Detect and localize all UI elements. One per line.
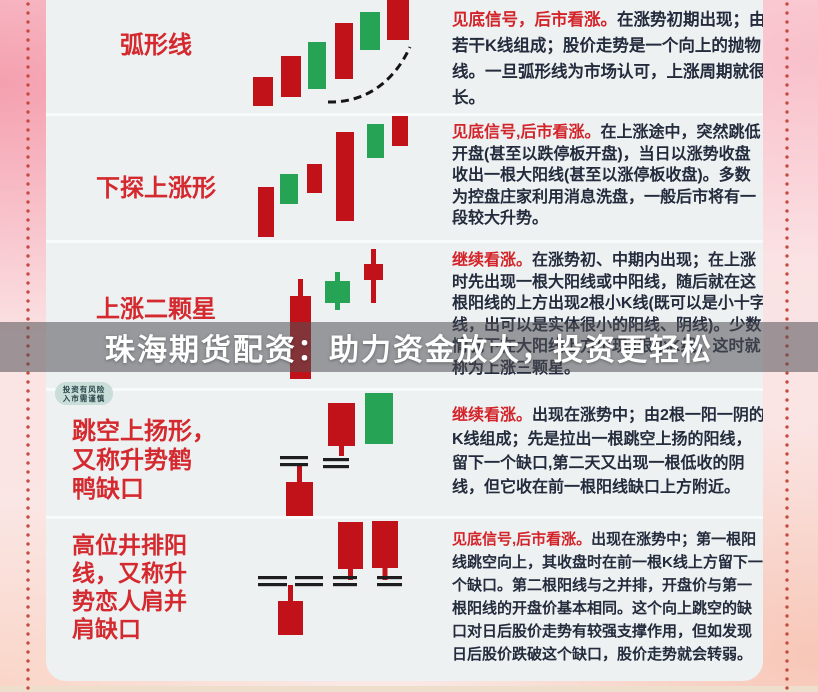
- pattern-description: 见底信号,后市看涨。出现在涨势中；第一根阳线跳空向上，其收盘时在前一根K线上方留…: [452, 528, 763, 666]
- pattern-name: 跳空上扬形， 又称升势鹤 鸭缺口: [72, 418, 216, 503]
- pattern-name: 弧形线: [120, 32, 192, 59]
- pattern-row-arc-line: 弧形线 见底信号，后市看涨。在涨势初期出现；由若干K线组成；股价走势是一个向上的…: [46, 0, 763, 113]
- pattern-name: 高位井排阳 线，又称升 势恋人肩并 肩缺口: [72, 532, 187, 642]
- signal-phrase: 继续看涨。: [452, 407, 533, 424]
- pattern-row-probe-rise: 下探上涨形 见底信号,后市看涨。在上涨途中，突然跳低开盘(甚至以跌停板开盘)，当…: [46, 113, 763, 240]
- pattern-row-gap-up: 跳空上扬形， 又称升势鹤 鸭缺口 继续看涨。出现在涨势中；由2根一阳一阴的K线组…: [46, 388, 763, 519]
- signal-phrase: 继续看涨。: [452, 252, 533, 269]
- description-text: 出现在涨势中；第一根阳线跳空向上，其收盘时在前一根K线上方留下一个缺口。第二根阳…: [452, 531, 763, 663]
- risk-disclaimer-badge: 投资有风险 入市需谨慎: [55, 382, 113, 405]
- description-text: 在上涨途中，突然跳低开盘(甚至以跌停板开盘)，当日以涨势收盘收出一根大阳线(甚至…: [452, 124, 761, 227]
- signal-phrase: 见底信号，后市看涨。: [452, 11, 617, 29]
- description-text: 出现在涨势中；由2根一阳一阴的K线组成；先是拉出一根跳空上扬的阳线，留下一个缺口…: [452, 407, 763, 496]
- candlestick-chart: [258, 521, 402, 635]
- pattern-description: 见底信号，后市看涨。在涨势初期出现；由若干K线组成；股价走势是一个向上的抛物线。…: [452, 7, 763, 111]
- signal-phrase: 见底信号,后市看涨。: [452, 531, 592, 548]
- pattern-description: 继续看涨。出现在涨势中；由2根一阳一阴的K线组成；先是拉出一根跳空上扬的阳线，留…: [452, 404, 763, 500]
- signal-phrase: 见底信号,后市看涨。: [452, 124, 601, 141]
- pattern-row-parallel-yang: 高位井排阳 线，又称升 势恋人肩并 肩缺口 见底信号,后市看涨。出现在涨势中；第…: [46, 516, 763, 680]
- pattern-description: 见底信号,后市看涨。在上涨途中，突然跳低开盘(甚至以跌停板开盘)，当日以涨势收盘…: [452, 122, 763, 230]
- candlestick-chart: [253, 0, 412, 106]
- description-text: 在涨势初期出现；由若干K线组成；股价走势是一个向上的抛物线。一旦弧形线为市场认可…: [452, 11, 763, 107]
- candlestick-chart: [280, 393, 393, 519]
- pattern-name: 下探上涨形: [96, 175, 216, 202]
- pattern-name: 上涨二颗星: [96, 296, 216, 323]
- watermark-text: 珠海期货配资：助力资金放大，投资更轻松: [105, 334, 713, 367]
- candlestick-chart: [258, 116, 408, 237]
- bottom-edge-strip: [0, 686, 818, 692]
- watermark-banner: 珠海期货配资：助力资金放大，投资更轻松: [0, 322, 818, 372]
